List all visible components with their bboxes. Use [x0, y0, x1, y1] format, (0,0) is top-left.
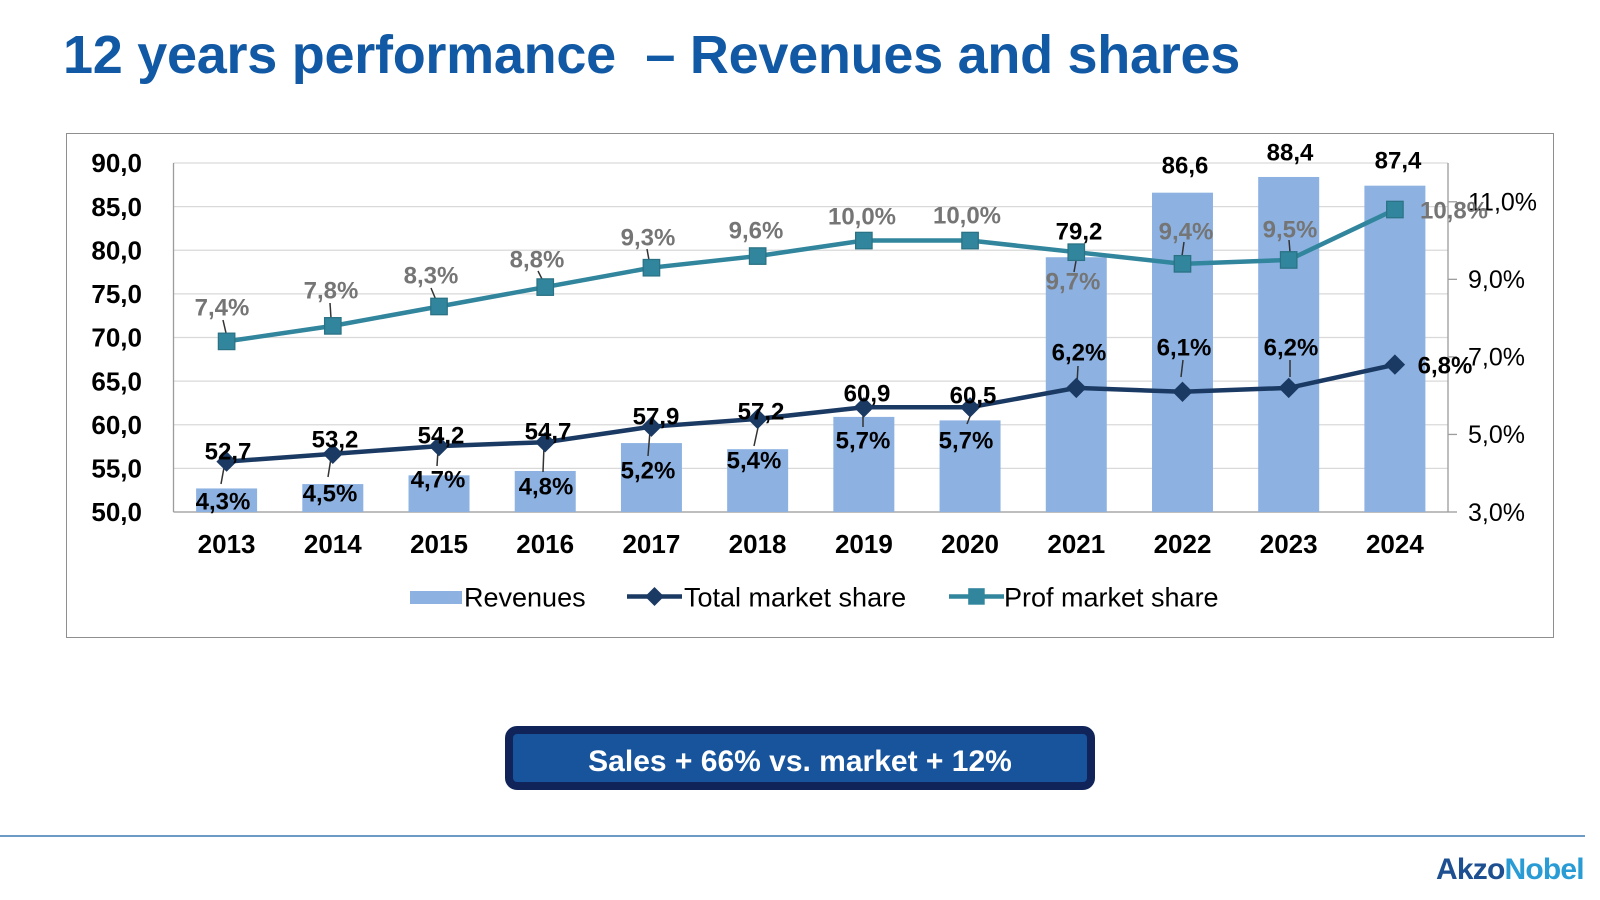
svg-text:2019: 2019 [835, 529, 893, 559]
svg-text:11,0%: 11,0% [1468, 189, 1537, 217]
svg-text:6,2%: 6,2% [1052, 340, 1107, 367]
svg-text:10,0%: 10,0% [828, 204, 896, 231]
svg-text:5,7%: 5,7% [939, 428, 994, 455]
svg-text:7,4%: 7,4% [195, 295, 250, 322]
svg-text:50,0: 50,0 [91, 497, 142, 527]
svg-text:55,0: 55,0 [91, 454, 142, 484]
svg-text:9,0%: 9,0% [1468, 266, 1525, 294]
svg-text:57,9: 57,9 [633, 404, 680, 431]
svg-text:85,0: 85,0 [91, 192, 142, 222]
svg-text:57,2: 57,2 [738, 399, 785, 426]
svg-text:2015: 2015 [410, 529, 468, 559]
svg-text:80,0: 80,0 [91, 235, 142, 265]
svg-text:4,5%: 4,5% [303, 481, 358, 508]
svg-text:65,0: 65,0 [91, 366, 142, 396]
svg-text:7,0%: 7,0% [1468, 344, 1525, 372]
svg-text:5,0%: 5,0% [1468, 421, 1525, 449]
svg-text:9,6%: 9,6% [729, 218, 784, 245]
svg-text:10,8%: 10,8% [1420, 198, 1488, 225]
svg-text:2013: 2013 [198, 529, 256, 559]
svg-text:6,2%: 6,2% [1264, 335, 1319, 362]
svg-text:9,3%: 9,3% [621, 225, 676, 252]
svg-text:3,0%: 3,0% [1468, 499, 1525, 527]
svg-text:2023: 2023 [1260, 529, 1318, 559]
svg-text:86,6: 86,6 [1162, 153, 1209, 180]
svg-text:5,7%: 5,7% [836, 428, 891, 455]
svg-text:60,9: 60,9 [844, 381, 891, 408]
svg-text:4,3%: 4,3% [196, 489, 251, 516]
svg-text:2021: 2021 [1047, 529, 1105, 559]
svg-text:54,2: 54,2 [418, 423, 465, 450]
svg-text:2018: 2018 [729, 529, 787, 559]
svg-text:8,8%: 8,8% [510, 247, 565, 274]
svg-text:2020: 2020 [941, 529, 999, 559]
svg-text:60,0: 60,0 [91, 410, 142, 440]
svg-text:54,7: 54,7 [525, 419, 572, 446]
svg-text:Prof market share: Prof market share [1004, 583, 1219, 613]
svg-text:Revenues: Revenues [464, 583, 586, 613]
svg-text:90,0: 90,0 [91, 148, 142, 178]
svg-text:60,5: 60,5 [950, 383, 997, 410]
svg-text:52,7: 52,7 [205, 439, 252, 466]
svg-text:9,4%: 9,4% [1159, 219, 1214, 246]
svg-text:53,2: 53,2 [312, 427, 359, 454]
svg-text:75,0: 75,0 [91, 279, 142, 309]
svg-text:2022: 2022 [1154, 529, 1212, 559]
svg-text:88,4: 88,4 [1267, 140, 1314, 167]
svg-text:6,8%: 6,8% [1418, 353, 1473, 380]
svg-text:79,2: 79,2 [1056, 219, 1103, 246]
svg-text:87,4: 87,4 [1375, 148, 1422, 175]
svg-text:70,0: 70,0 [91, 323, 142, 353]
svg-text:Total market share: Total market share [684, 583, 906, 613]
svg-text:5,2%: 5,2% [621, 458, 676, 485]
svg-text:10,0%: 10,0% [933, 203, 1001, 230]
svg-text:4,8%: 4,8% [519, 474, 574, 501]
svg-text:9,7%: 9,7% [1046, 269, 1101, 296]
svg-text:2016: 2016 [516, 529, 574, 559]
svg-text:2024: 2024 [1366, 529, 1424, 559]
svg-text:2014: 2014 [304, 529, 362, 559]
svg-text:4,7%: 4,7% [411, 467, 466, 494]
svg-text:8,3%: 8,3% [404, 263, 459, 290]
svg-text:2017: 2017 [622, 529, 680, 559]
svg-text:5,4%: 5,4% [727, 448, 782, 475]
svg-text:9,5%: 9,5% [1263, 217, 1318, 244]
svg-text:6,1%: 6,1% [1157, 335, 1212, 362]
svg-text:7,8%: 7,8% [304, 278, 359, 305]
